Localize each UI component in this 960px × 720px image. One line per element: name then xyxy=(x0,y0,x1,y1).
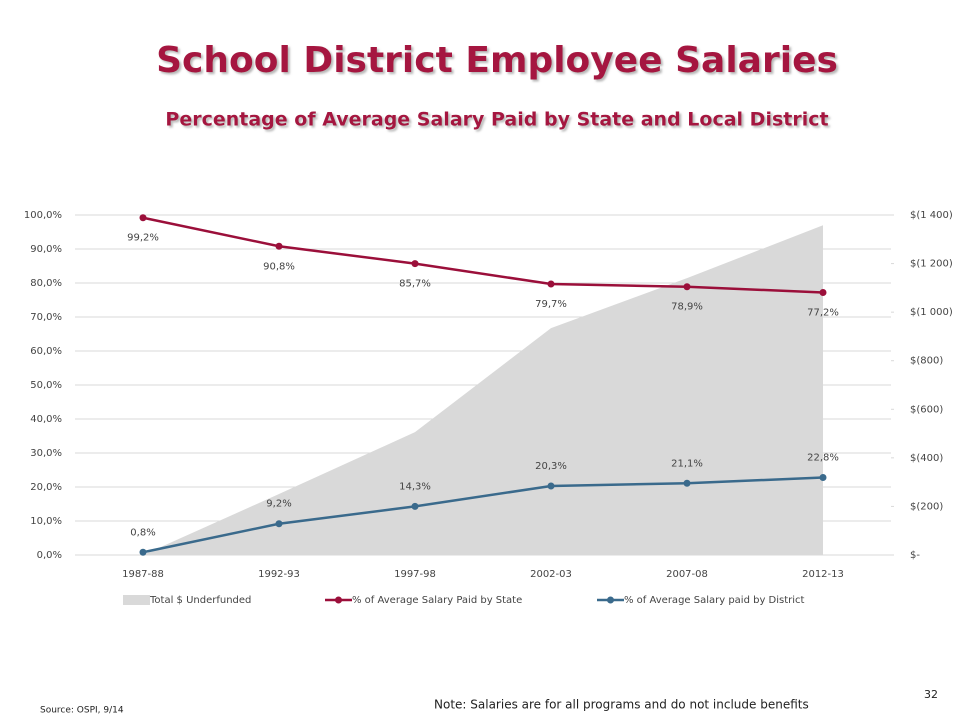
slide-number: 32 xyxy=(924,688,938,701)
y-tick-label: 100,0% xyxy=(24,210,62,221)
point xyxy=(819,473,827,481)
x-tick-label: 1987-88 xyxy=(122,569,164,580)
y-tick-label: 70,0% xyxy=(30,312,62,323)
y2-tick-label: $(1 000) xyxy=(910,307,953,318)
y-tick-label: 40,0% xyxy=(30,414,62,425)
point xyxy=(275,520,283,528)
y2-tick-label: $- xyxy=(910,550,920,561)
x-tick-label: 2007-08 xyxy=(666,569,708,580)
y2-tick-label: $(1 400) xyxy=(910,210,953,221)
point xyxy=(275,242,283,250)
line xyxy=(142,216,824,294)
y2-tick-label: $(600) xyxy=(910,404,943,415)
area xyxy=(143,225,823,555)
legend-label: % of Average Salary paid by District xyxy=(624,595,805,606)
legend-label: Total $ Underfunded xyxy=(149,595,251,606)
y-tick-label: 0,0% xyxy=(37,550,62,561)
point xyxy=(139,214,147,222)
legend-swatch xyxy=(335,596,342,604)
data-label: 79,7% xyxy=(535,299,567,310)
y-tick-label: 30,0% xyxy=(30,448,62,459)
y-tick-label: 90,0% xyxy=(30,244,62,255)
x-tick-label: 2002-03 xyxy=(530,569,572,580)
line xyxy=(142,476,824,554)
y-tick-label: 60,0% xyxy=(30,346,62,357)
y-tick-label: 50,0% xyxy=(30,380,62,391)
data-label: 22,8% xyxy=(807,452,839,463)
x-tick-label: 2012-13 xyxy=(802,569,844,580)
y2-tick-label: $(1 200) xyxy=(910,259,953,270)
data-label: 90,8% xyxy=(263,261,295,272)
data-label: 78,9% xyxy=(671,302,703,313)
y-tick-label: 80,0% xyxy=(30,278,62,289)
y2-tick-label: $(400) xyxy=(910,453,943,464)
legend-swatch xyxy=(607,596,614,604)
point xyxy=(683,479,691,487)
y-tick-label: 20,0% xyxy=(30,482,62,493)
y-tick-label: 10,0% xyxy=(30,516,62,527)
legend-label: % of Average Salary Paid by State xyxy=(352,595,522,606)
point xyxy=(411,502,419,510)
point xyxy=(139,548,147,556)
note: Note: Salaries are for all programs and … xyxy=(434,698,809,712)
point xyxy=(547,280,555,288)
data-label: 0,8% xyxy=(130,527,155,538)
data-label: 85,7% xyxy=(399,279,431,290)
y2-tick-label: $(200) xyxy=(910,501,943,512)
y2-tick-label: $(800) xyxy=(910,356,943,367)
data-label: 9,2% xyxy=(266,499,291,510)
x-tick-label: 1992-93 xyxy=(258,569,300,580)
point xyxy=(683,283,691,291)
data-label: 77,2% xyxy=(807,308,839,319)
point xyxy=(547,482,555,490)
point xyxy=(819,289,827,297)
x-tick-label: 1997-98 xyxy=(394,569,436,580)
legend-swatch xyxy=(123,595,150,605)
point xyxy=(411,260,419,268)
data-label: 99,2% xyxy=(127,233,159,244)
chart-subtitle: Percentage of Average Salary Paid by Sta… xyxy=(165,109,828,131)
source: Source: OSPI, 9/14 xyxy=(40,706,124,716)
data-label: 14,3% xyxy=(399,481,431,492)
chart-title: School District Employee Salaries xyxy=(156,40,838,81)
data-label: 20,3% xyxy=(535,461,567,472)
data-label: 21,1% xyxy=(671,458,703,469)
